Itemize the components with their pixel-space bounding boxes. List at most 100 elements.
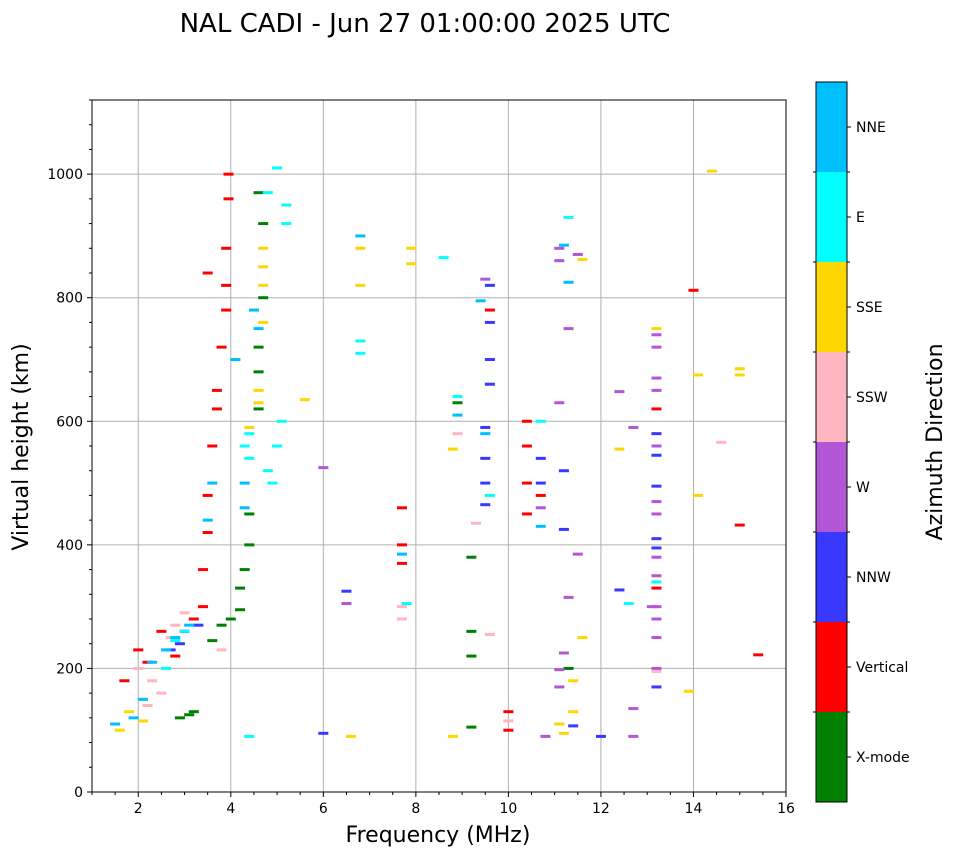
echo-point-ssw xyxy=(716,440,727,444)
colorbar-segment xyxy=(816,712,847,802)
echo-point-vertical xyxy=(207,444,218,448)
echo-point-ssw xyxy=(142,704,153,707)
echo-point-sse xyxy=(734,367,745,371)
echo-point-ssw xyxy=(471,521,482,525)
echo-point-e xyxy=(267,481,278,485)
echo-point-vertical xyxy=(198,568,209,572)
echo-point-w xyxy=(614,390,625,394)
x-axis-label: Frequency (MHz) xyxy=(346,823,531,848)
echo-point-w xyxy=(651,388,662,392)
echo-point-e xyxy=(272,166,283,170)
echo-point-vertical xyxy=(202,531,213,534)
echo-point-x-mode xyxy=(253,407,264,411)
echo-point-sse xyxy=(253,388,264,392)
echo-point-w xyxy=(628,734,639,738)
echo-point-vertical xyxy=(223,197,234,201)
echo-point-e xyxy=(244,432,255,436)
echo-point-w xyxy=(651,636,662,640)
echo-point-w xyxy=(554,246,565,250)
echo-point-ssw xyxy=(484,632,495,636)
echo-point-nne xyxy=(184,623,195,627)
echo-point-vertical xyxy=(221,246,232,250)
echo-point-vertical xyxy=(133,648,144,652)
echo-point-w xyxy=(628,707,639,711)
echo-point-x-mode xyxy=(466,629,477,633)
colorbar-segment xyxy=(816,622,847,712)
x-tick-label: 16 xyxy=(777,801,795,817)
echo-point-e xyxy=(262,469,273,473)
echo-point-vertical xyxy=(119,679,130,683)
echo-point-sse xyxy=(137,719,148,723)
echo-point-w xyxy=(554,259,565,263)
colorbar-title: Azimuth Direction xyxy=(923,343,948,540)
echo-point-w xyxy=(651,500,662,504)
echo-point-e xyxy=(651,580,662,584)
x-tick-label: 10 xyxy=(499,801,517,817)
echo-point-vertical xyxy=(535,493,546,497)
echo-point-nnw xyxy=(484,358,495,361)
echo-point-sse xyxy=(355,246,366,250)
echo-point-nne xyxy=(230,358,241,361)
echo-point-vertical xyxy=(221,308,232,312)
data-points xyxy=(110,166,764,738)
echo-point-vertical xyxy=(753,653,764,657)
echo-point-w xyxy=(540,734,551,738)
echo-point-nne xyxy=(239,481,250,485)
echo-point-sse xyxy=(406,262,417,266)
axes: 2 4 6 8 10 12 14 16 0 200 400 600 800 1000 xyxy=(47,99,795,817)
echo-point-vertical xyxy=(188,617,199,621)
colorbar-label: E xyxy=(856,210,865,226)
echo-point-nne xyxy=(535,524,546,528)
echo-point-nne xyxy=(248,308,259,312)
echo-point-vertical xyxy=(211,388,222,392)
colorbar-segment xyxy=(816,442,847,532)
colorbar-frame xyxy=(815,81,848,803)
echo-point-w xyxy=(558,651,569,655)
echo-point-w xyxy=(651,345,662,349)
echo-point-e xyxy=(281,203,292,207)
echo-point-ssw xyxy=(503,719,514,723)
colorbar-segment xyxy=(816,262,847,352)
echo-point-nne xyxy=(202,518,213,522)
echo-point-vertical xyxy=(211,407,222,411)
echo-point-w xyxy=(572,552,583,556)
echo-point-w xyxy=(651,574,662,578)
echo-point-ssw xyxy=(651,670,662,674)
echo-point-x-mode xyxy=(239,568,250,572)
echo-point-x-mode xyxy=(244,543,255,547)
echo-point-ssw xyxy=(216,648,227,652)
echo-point-nne xyxy=(137,697,148,701)
echo-point-nnw xyxy=(535,481,546,485)
y-tick-label: 0 xyxy=(74,785,83,801)
y-tick-label: 400 xyxy=(56,538,83,554)
y-tick-label: 600 xyxy=(56,414,83,430)
echo-point-nne xyxy=(207,481,218,485)
echo-point-x-mode xyxy=(174,716,185,720)
echo-point-x-mode xyxy=(253,191,264,195)
echo-point-vertical xyxy=(223,172,234,176)
echo-point-e xyxy=(239,444,250,448)
echo-point-nne xyxy=(161,648,172,652)
echo-point-nnw xyxy=(558,527,569,531)
echo-point-vertical xyxy=(521,419,532,423)
echo-point-nnw xyxy=(568,724,579,728)
echo-point-nnw xyxy=(480,425,491,429)
echo-point-w xyxy=(572,252,583,256)
echo-point-x-mode xyxy=(466,654,477,658)
echo-point-nnw xyxy=(318,731,329,735)
echo-point-vertical xyxy=(734,523,745,527)
echo-point-w xyxy=(651,555,662,559)
echo-point-vertical xyxy=(651,407,662,411)
chart-title: NAL CADI - Jun 27 01:00:00 2025 UTC xyxy=(180,9,671,39)
echo-point-sse xyxy=(447,447,458,451)
echo-point-x-mode xyxy=(253,345,264,349)
echo-point-sse xyxy=(683,689,694,693)
echo-point-w xyxy=(628,425,639,429)
echo-point-nne xyxy=(563,280,574,284)
echo-point-e xyxy=(563,215,574,219)
echo-point-nnw xyxy=(480,456,491,460)
echo-point-w xyxy=(480,277,491,281)
echo-point-sse xyxy=(258,320,269,324)
echo-point-x-mode xyxy=(207,639,218,643)
echo-point-nnw xyxy=(484,382,495,386)
